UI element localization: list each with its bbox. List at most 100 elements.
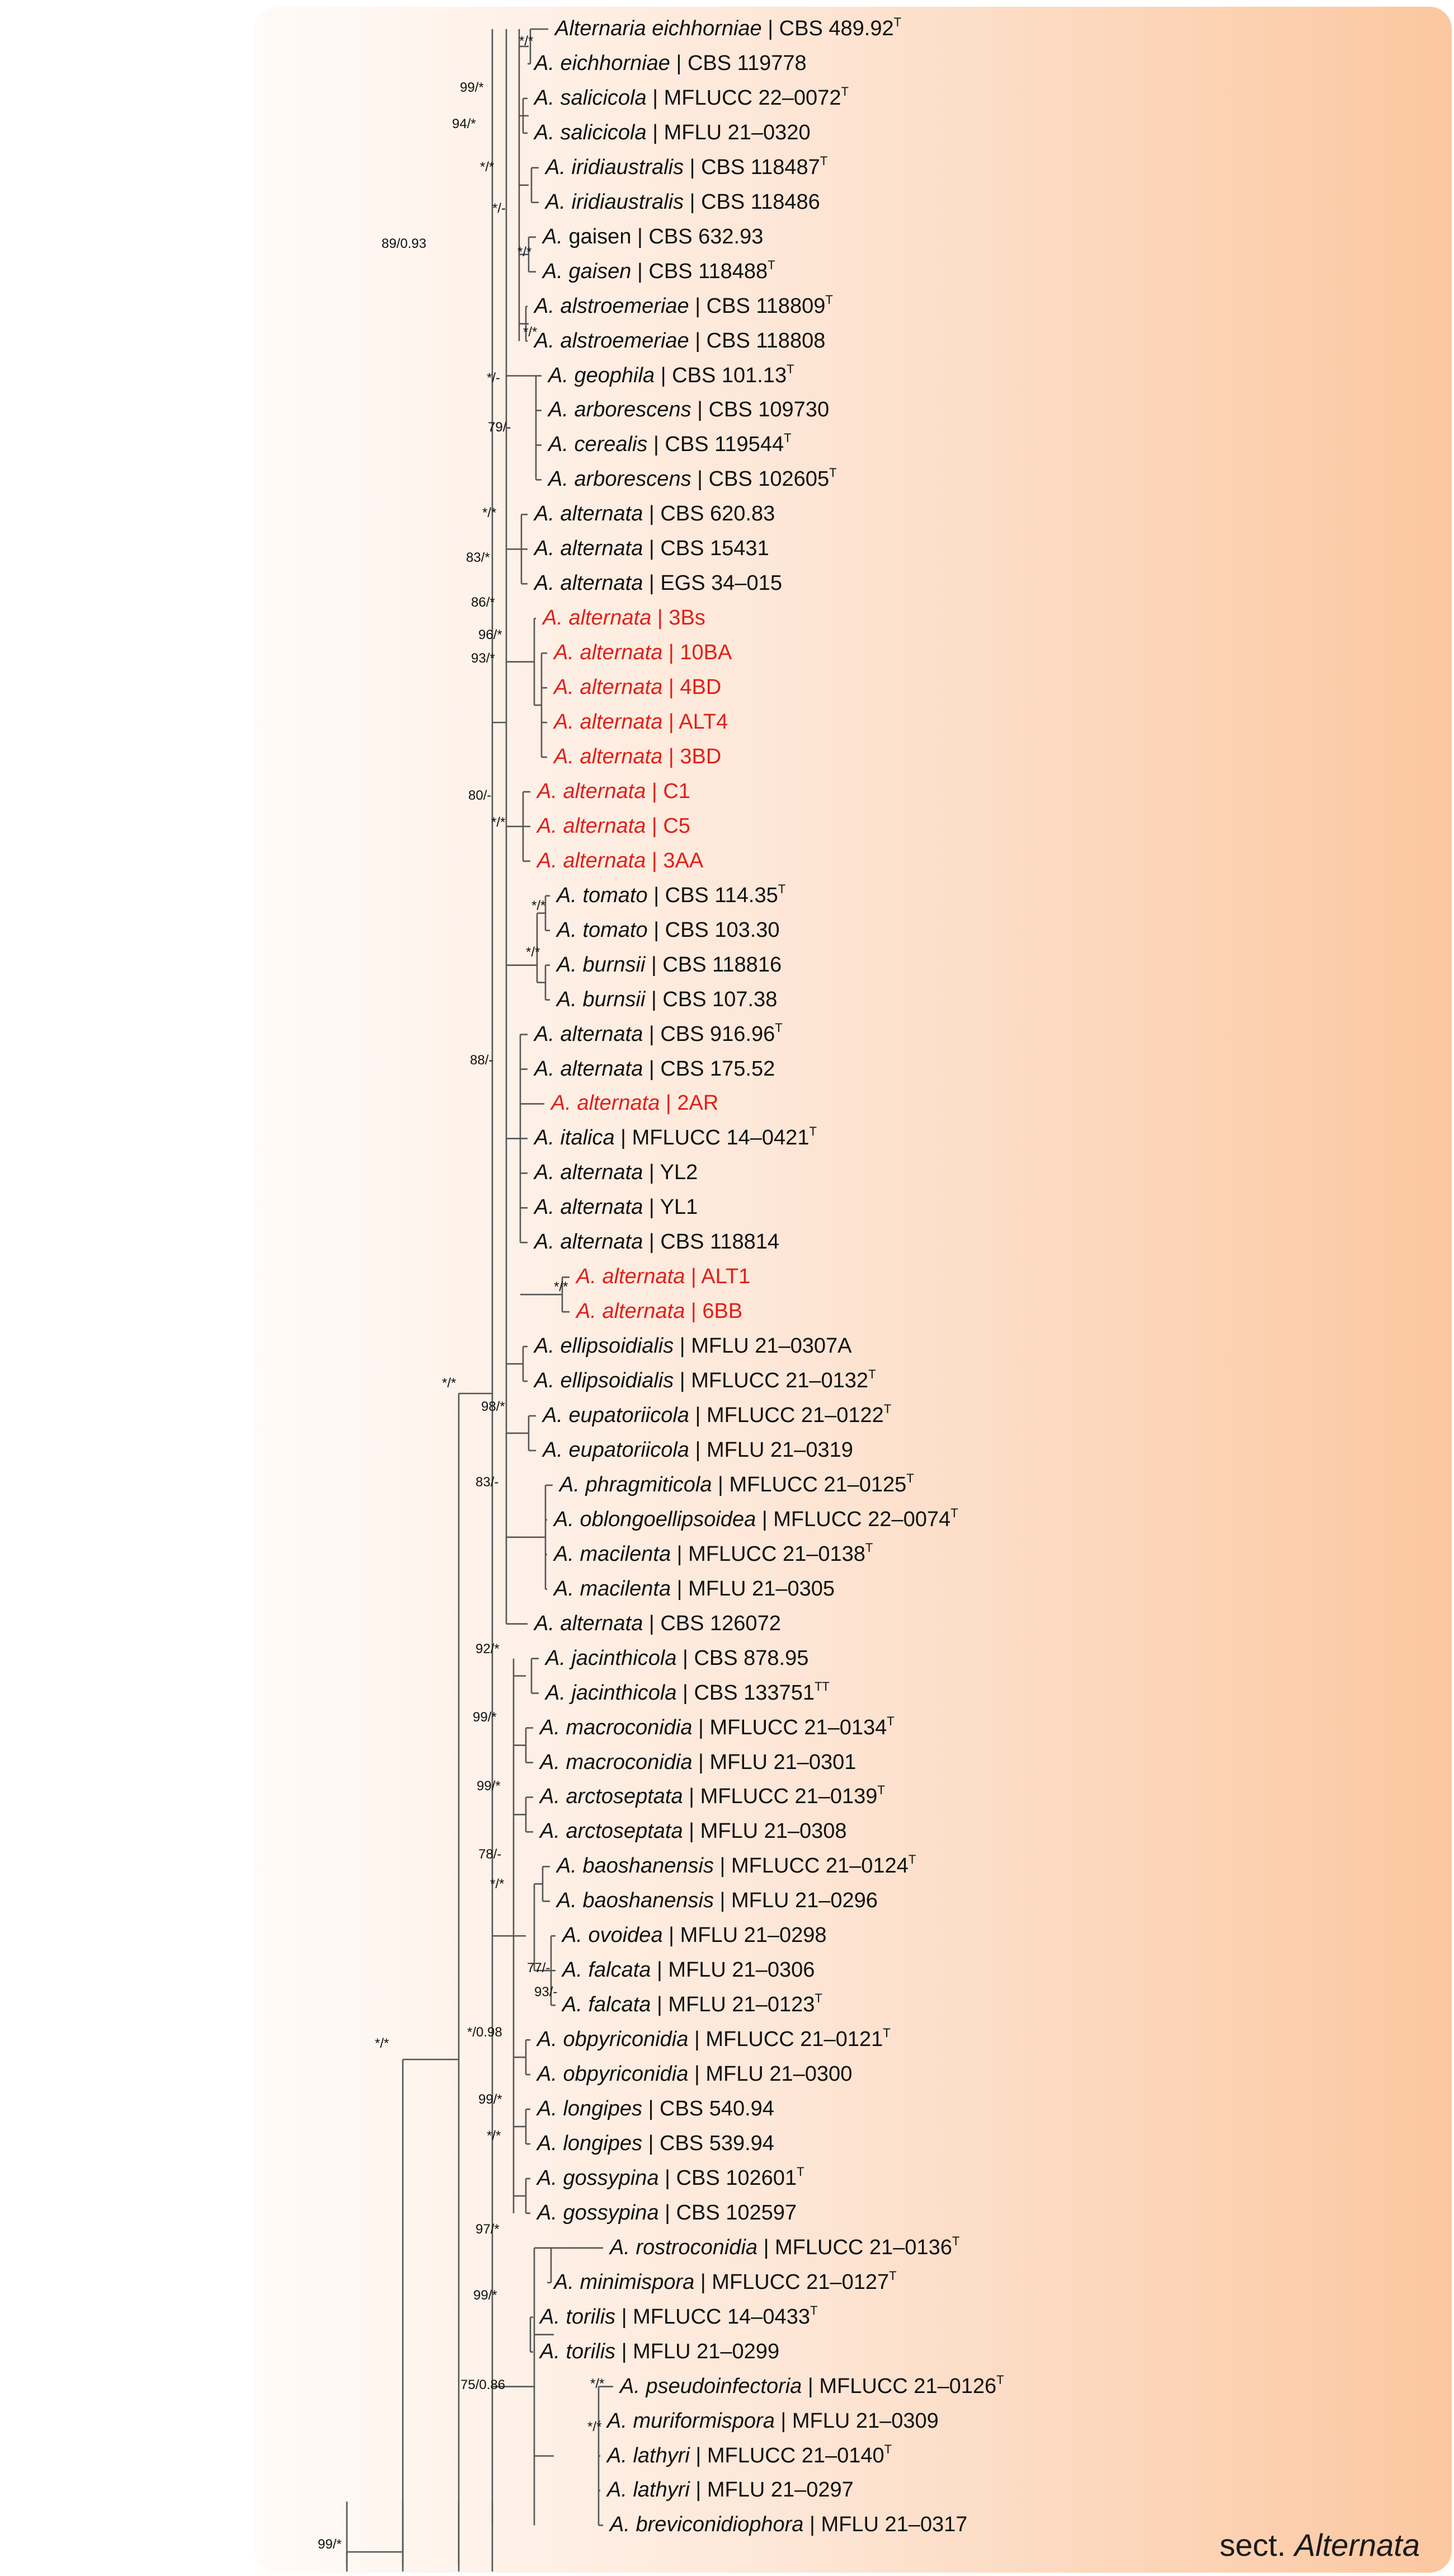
support-value: 77/- [527,1960,550,1976]
species-name: A. gossypina [537,2166,659,2190]
taxon-label: A. ellipsoidialis | MFLUCC 21–0132T [534,1367,876,1393]
type-marker: T [906,1471,914,1485]
species-name: A. ellipsoidialis [534,1334,674,1358]
species-name: A. alternata [534,1057,643,1081]
species-name: A. alternata [554,744,663,768]
type-marker: T [877,1783,885,1798]
strain-id: 3BD [680,744,722,768]
support-value: */* [519,34,534,49]
taxon-label: A. alternata | 3AA [537,848,704,872]
support-value: 93/- [534,1984,558,2000]
species-name: A. obpyriconidia [537,2028,689,2052]
support-value: */* [554,1279,568,1294]
strain-id: CBS 175.52 [660,1057,775,1081]
taxon-label: Alternaria eichhorniae | CBS 489.92T [555,15,902,40]
section-background [255,7,1452,2573]
species-name: A. eupatoriicola [543,1438,689,1462]
support-value: 99/* [460,80,484,95]
support-value: */* [490,1876,505,1892]
taxon-label: A. arborescens | CBS 102605T [548,466,837,491]
taxon-label: A. alternata | CBS 175.52 [534,1057,775,1081]
strain-id: MFLU 21–0301 [709,1750,857,1774]
species-name: A. alternata [551,1091,660,1115]
species-name: A. ovoidea [562,1923,663,1948]
support-value: */* [491,815,506,830]
strain-id: MFLUCC 21–0121 [705,2028,883,2052]
species-name: A. breviconidiophora [610,2513,804,2537]
support-value: 83/- [476,1475,499,1490]
taxon-label: A. alternata | YL2 [534,1161,698,1185]
species-name: A. alternata [534,1161,643,1185]
strain-id: CBS 118809 [706,294,826,318]
species-name: A. geophila [548,363,655,387]
strain-id: CBS 540.94 [660,2097,774,2120]
strain-id: CBS 102597 [676,2200,797,2225]
support-value: */- [492,201,506,216]
strain-id: CBS 133751 [694,1681,815,1705]
support-value: */- [487,370,500,386]
type-marker: T [883,2026,891,2040]
strain-id: CBS 118808 [706,329,826,353]
strain-id: MFLU 21–0307A [691,1334,852,1358]
species-name: A. obpyriconidia [537,2062,689,2086]
taxon-label: A. jacinthicola | CBS 133751TT [545,1679,830,1705]
taxon-label: A. eupatoriicola | MFLUCC 21–0122T [543,1402,892,1427]
strain-id: MFLU 21–0299 [633,2339,780,2363]
taxon-label: A. alternata | YL1 [534,1195,698,1219]
strain-id: C5 [663,814,690,838]
taxon-label: A. gaisen | CBS 632.93 [543,224,764,248]
type-marker: T [784,431,792,445]
taxon-label: A. alternata | C5 [537,814,690,838]
strain-id: MFLU 21–0319 [706,1438,853,1462]
taxon-label: A. eichhorniae | CBS 119778 [534,51,807,75]
species-name: A. alstroemeriae [534,329,689,353]
species-name: A. baoshanensis [557,1889,714,1913]
species-name: A. oblongoellipsoidea [554,1507,756,1531]
species-name: A. alternata [537,848,646,872]
taxon-label: A. phragmiticola | MFLUCC 21–0125T [559,1471,914,1496]
type-marker: TT [814,1679,830,1693]
species-name: A. macilenta [554,1576,671,1601]
type-marker: T [884,2442,892,2456]
strain-id: 3Bs [669,606,705,630]
strain-id: MFLU 21–0300 [705,2062,853,2086]
type-marker: T [809,1124,817,1139]
taxon-label: A. alternata | 4BD [554,675,722,700]
strain-id: CBS 118486 [701,190,820,214]
type-marker: T [810,2303,818,2317]
species-name: A. [543,224,563,248]
strain-id: CBS 916.96 [660,1022,775,1046]
strain-id: MFLU 21–0123 [668,1993,815,2017]
support-value: */* [375,2036,389,2051]
support-value: 92/* [476,1641,500,1657]
type-marker: T [815,1991,822,2006]
strain-id: MFLUCC 21–0134 [709,1715,887,1739]
taxon-label: A. iridiaustralis | CBS 118487T [545,153,828,179]
taxon-label: A. alstroemeriae | CBS 118808 [534,329,826,353]
type-marker: T [952,2234,960,2248]
support-value: */* [587,2419,602,2434]
species-name: A. burnsii [557,952,646,977]
taxon-label: A. macilenta | MFLUCC 21–0138T [554,1540,873,1566]
strain-id: 4BD [680,675,722,700]
species-name: A. iridiaustralis [545,190,684,214]
species-name: A. alternata [554,675,663,700]
taxon-label: A. falcata | MFLU 21–0306 [562,1958,815,1982]
support-value: 97/* [476,2222,500,2237]
strain-id: ALT1 [701,1265,751,1289]
species-name: A. alternata [534,537,643,561]
strain-id: CBS 118816 [662,952,782,977]
strain-id: CBS 114.35 [665,883,778,907]
taxon-label: A. obpyriconidia | MFLUCC 21–0121T [537,2026,891,2052]
strain-id: CBS 539.94 [660,2131,774,2155]
taxon-label: A. alternata | 2AR [551,1091,719,1115]
strain-id: CBS 109730 [708,398,830,422]
species-name: A. alternata [554,710,663,734]
taxon-label: A. geophila | CBS 101.13T [548,362,794,387]
species-name: A. tomato [557,918,648,942]
taxon-label: A. macilenta | MFLU 21–0305 [554,1576,835,1601]
taxon-label: A. tomato | CBS 103.30 [557,918,780,942]
strain-id: YL2 [660,1161,698,1185]
species-name: A. alternata [534,571,643,595]
